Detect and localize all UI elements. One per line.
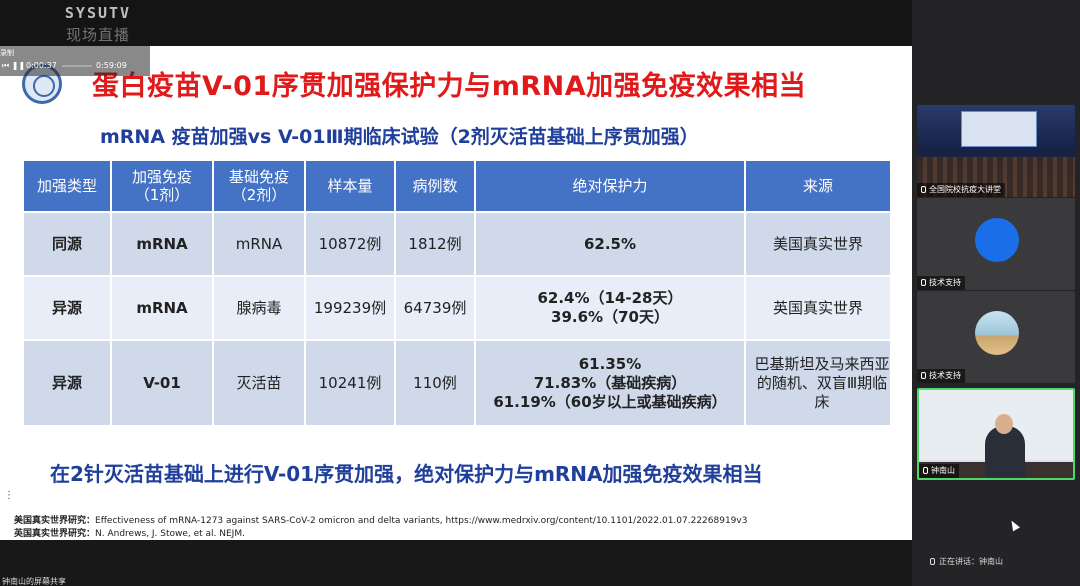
cell-booster: mRNA [110, 275, 214, 341]
header-booster-dose: 加强免疫 （1剂） [110, 159, 214, 213]
participant-tile[interactable]: 全国院校抗疫大讲堂 [917, 105, 1075, 197]
logo-text: SYSUTV [64, 4, 132, 22]
speaker-figure [985, 426, 1025, 478]
mic-icon [921, 186, 926, 193]
header-source: 来源 [744, 159, 892, 213]
speaker-head [995, 414, 1013, 434]
cell-cases: 1812例 [394, 211, 476, 277]
header-label: 来源 [802, 177, 833, 195]
header-booster-type: 加强类型 [22, 159, 112, 213]
efficacy-value: 61.35% [578, 354, 642, 373]
cell-booster: mRNA [110, 211, 214, 277]
efficacy-value: 71.83%（基础疾病） [533, 373, 687, 392]
cell-sample: 10241例 [304, 339, 396, 427]
efficacy-value: 62.4%（14-28天） [537, 289, 683, 307]
reference-text: N. Andrews, J. Stowe, et al. NEJM. [95, 529, 245, 539]
more-dots-icon[interactable]: ⋮ [4, 490, 14, 501]
cell-efficacy: 62.4%（14-28天） 39.6%（70天） [474, 275, 746, 341]
participant-name: 全国院校抗疫大讲堂 [929, 185, 1001, 194]
cell-source: 英国真实世界 [744, 275, 892, 341]
pause-icon[interactable]: ⏮ ❚❚ [2, 61, 26, 70]
efficacy-value: 61.19%（60岁以上或基础疾病） [493, 392, 727, 411]
cell-efficacy: 61.35% 71.83%（基础疾病） 61.19%（60岁以上或基础疾病） [474, 339, 746, 427]
header-label: 加强免疫 （1剂） [131, 168, 192, 204]
participant-name-tag: 技术支持 [917, 369, 965, 383]
efficacy-value: 62.5% [583, 234, 637, 253]
participant-name: 技术支持 [929, 371, 961, 380]
cell-booster: V-01 [110, 339, 214, 427]
avatar [975, 311, 1019, 355]
cell-cases: 64739例 [394, 275, 476, 341]
avatar [975, 218, 1019, 262]
recording-player: 录制 ⏮ ❚❚ 0:00:37 0:59:09 [0, 46, 150, 76]
cell-sample: 199239例 [304, 275, 396, 341]
header-label: 加强类型 [36, 177, 97, 195]
cell-primary: mRNA [212, 211, 306, 277]
total-time: 0:59:09 [96, 61, 127, 70]
header-label: 样本量 [327, 177, 373, 195]
header-primary-dose: 基础免疫 （2剂） [212, 159, 306, 213]
participant-tile[interactable]: 技术支持 [917, 291, 1075, 383]
current-time: 0:00:37 [26, 61, 57, 70]
cell-sample: 10872例 [304, 211, 396, 277]
reference-label: 英国真实世界研究： [14, 529, 96, 539]
top-bar [0, 0, 912, 46]
cell-source: 美国真实世界 [744, 211, 892, 277]
progress-track[interactable] [62, 65, 92, 67]
participant-tile[interactable]: 技术支持 [917, 198, 1075, 290]
cell-efficacy: 62.5% [474, 211, 746, 277]
cell-source: 巴基斯坦及马来西亚的随机、双盲Ⅲ期临床 [744, 339, 892, 427]
participant-name-tag: 全国院校抗疫大讲堂 [917, 183, 1005, 197]
participant-name-tag: 钟南山 [919, 464, 959, 478]
comparison-table: 加强类型 加强免疫 （1剂） 基础免疫 （2剂） 样本量 病例数 绝对保护力 来… [22, 159, 892, 427]
cell-type: 异源 [22, 339, 112, 427]
reference-line: 英国真实世界研究：N. Andrews, J. Stowe, et al. NE… [14, 528, 747, 541]
slide-title: 蛋白疫苗V-01序贯加强保护力与mRNA加强免疫效果相当 [92, 71, 807, 102]
reference-text: Effectiveness of mRNA-1273 against SARS-… [95, 516, 748, 526]
shared-slide: 蛋白疫苗V-01序贯加强保护力与mRNA加强免疫效果相当 mRNA 疫苗加强vs… [0, 46, 912, 540]
recording-label: 录制 [0, 49, 14, 57]
bottom-bar: 钟南山的屏幕共享 [0, 540, 912, 586]
cell-cases: 110例 [394, 339, 476, 427]
header-label: 基础免疫 （2剂） [228, 168, 289, 204]
participant-name: 钟南山 [931, 466, 955, 475]
header-efficacy: 绝对保护力 [474, 159, 746, 213]
participant-tile-active[interactable]: 钟南山 [917, 388, 1075, 480]
table-header-row: 加强类型 加强免疫 （1剂） 基础免疫 （2剂） 样本量 病例数 绝对保护力 来… [22, 159, 892, 213]
table-row: 异源 V-01 灭活苗 10241例 110例 61.35% 71.83%（基础… [22, 339, 892, 427]
mic-icon [921, 372, 926, 379]
table-row: 异源 mRNA 腺病毒 199239例 64739例 62.4%（14-28天）… [22, 275, 892, 341]
header-label: 绝对保护力 [572, 177, 648, 195]
mic-icon [930, 558, 935, 565]
screen-share-label: 钟南山的屏幕共享 [2, 577, 66, 586]
header-case-count: 病例数 [394, 159, 476, 213]
participant-name: 技术支持 [929, 278, 961, 287]
mic-icon [923, 467, 928, 474]
reference-label: 美国真实世界研究： [14, 516, 96, 526]
speaking-indicator: 正在讲话：钟南山 [930, 556, 1003, 567]
efficacy-value: 39.6%（70天） [551, 308, 669, 326]
slide-conclusion: 在2针灭活苗基础上进行V-01序贯加强，绝对保护力与mRNA加强免疫效果相当 [50, 462, 763, 486]
participant-panel: 全国院校抗疫大讲堂 技术支持 技术支持 钟南山 [912, 0, 1080, 586]
cell-primary: 灭活苗 [212, 339, 306, 427]
mic-icon [921, 279, 926, 286]
lecture-screen [961, 111, 1037, 147]
header-sample-size: 样本量 [304, 159, 396, 213]
header-label: 病例数 [412, 177, 458, 195]
speaking-text: 正在讲话：钟南山 [939, 557, 1003, 566]
participant-name-tag: 技术支持 [917, 276, 965, 290]
cell-type: 同源 [22, 211, 112, 277]
cell-type: 异源 [22, 275, 112, 341]
table-row: 同源 mRNA mRNA 10872例 1812例 62.5% 美国真实世界 [22, 211, 892, 277]
slide-subtitle: mRNA 疫苗加强vs V-01Ⅲ期临床试验（2剂灭活苗基础上序贯加强） [100, 126, 699, 148]
logo-subtext: 现场直播 [65, 26, 130, 44]
references: 美国真实世界研究：Effectiveness of mRNA-1273 agai… [14, 515, 747, 541]
channel-logo: SYSUTV 现场直播 [48, 4, 148, 66]
reference-line: 美国真实世界研究：Effectiveness of mRNA-1273 agai… [14, 515, 747, 528]
cell-primary: 腺病毒 [212, 275, 306, 341]
